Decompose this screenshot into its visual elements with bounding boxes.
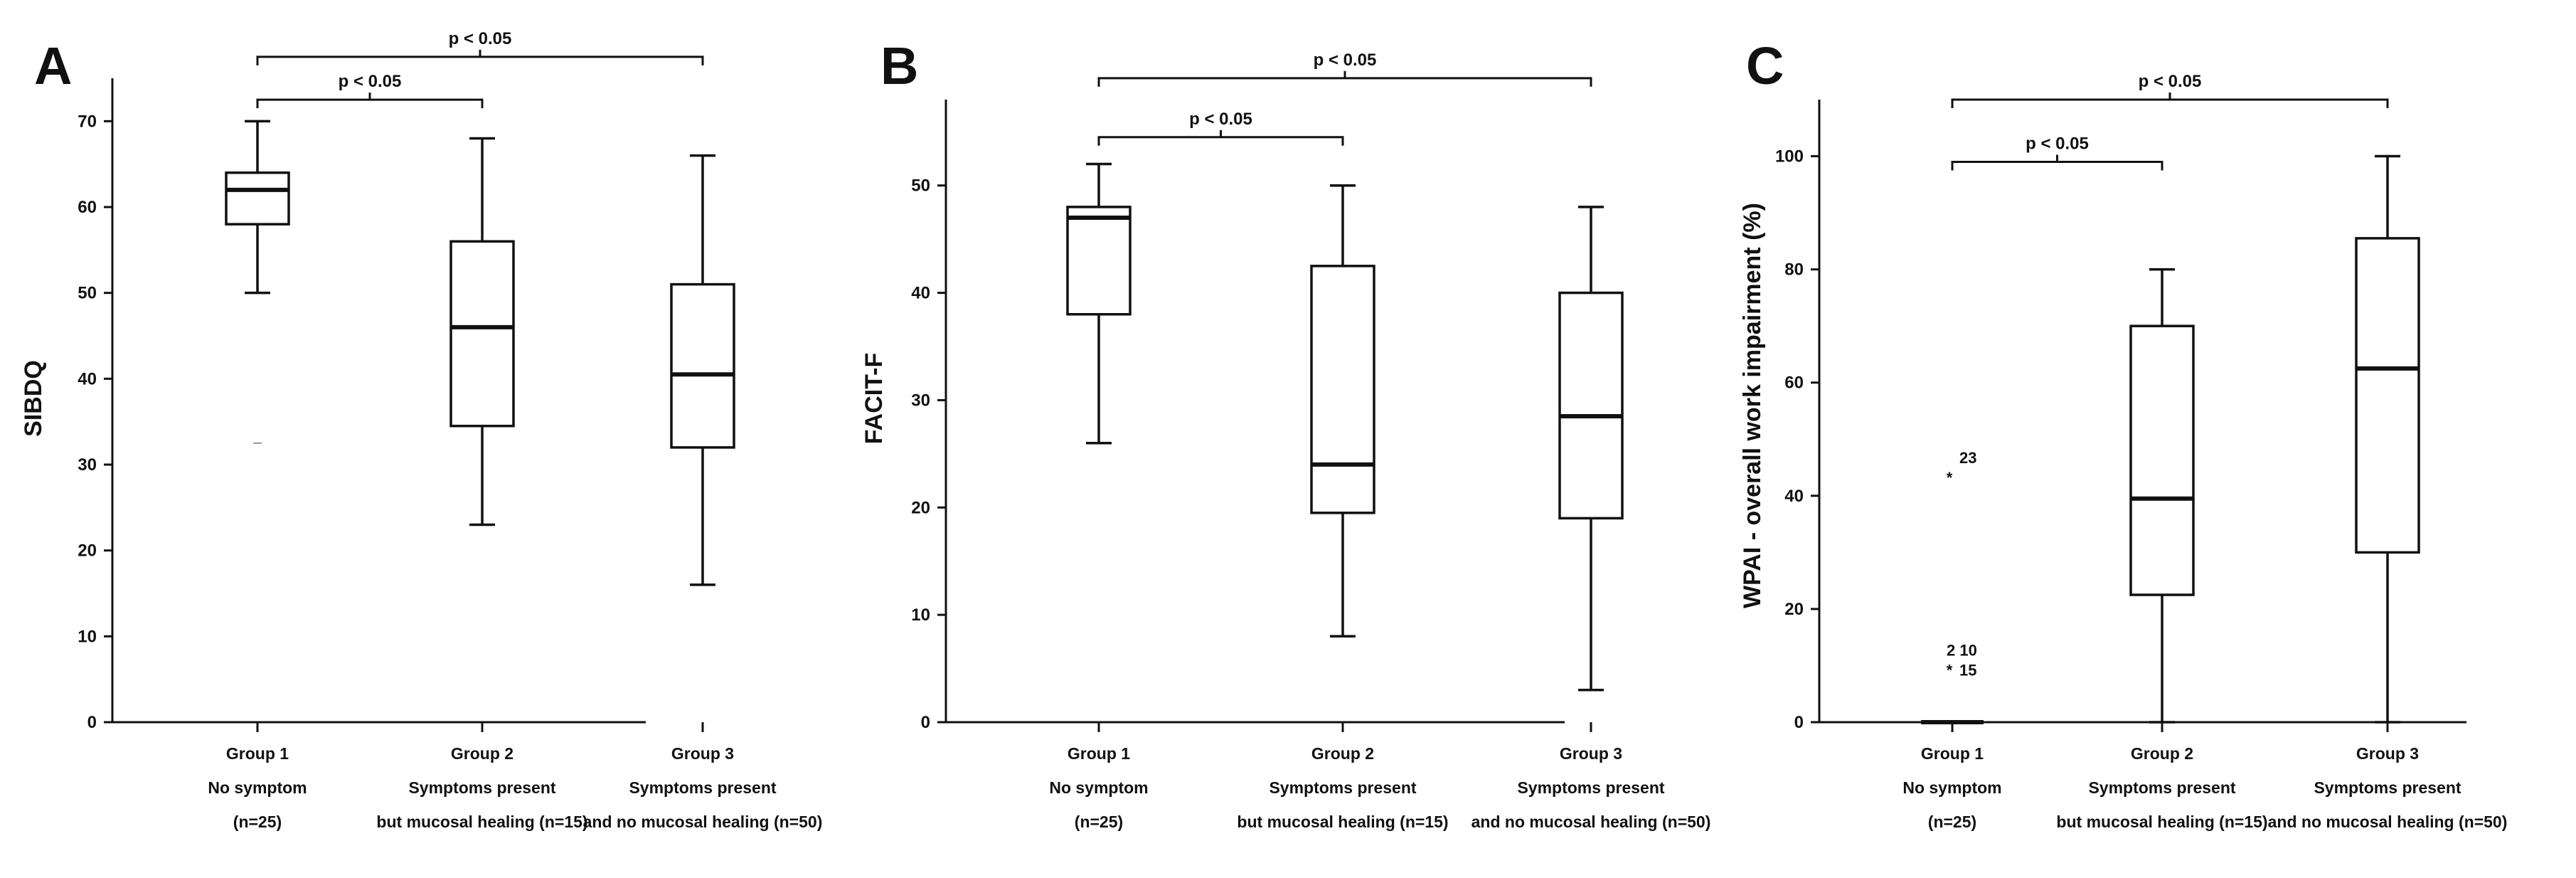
panel-letter: A [34,36,72,95]
box-group-3 [2355,154,2420,724]
outlier-label: 15 [1959,661,1976,679]
y-tick-label: 0 [1794,713,1804,732]
category-label-line: No symptom [208,778,307,797]
category-label-line: Symptoms present [1517,778,1664,797]
category-label-line: No symptom [1049,778,1148,797]
y-tick-label: 20 [911,498,930,517]
bracket-line [1097,77,1592,87]
category-label-line: (n=25) [1075,813,1123,831]
p-value-label: p < 0.05 [339,72,402,91]
p-value-label: p < 0.05 [1189,110,1252,129]
category-label-line: Group 1 [1068,744,1130,763]
y-tick-label: 0 [921,713,930,732]
category-label-line: (n=25) [233,813,282,831]
iqr-box [2355,237,2420,554]
box-group-2 [2129,268,2195,724]
category-label-line: (n=25) [1928,813,1976,831]
category-label-line: and no mucosal healing (n=50) [2268,813,2508,831]
category-label-line: Symptoms present [408,778,555,797]
box-group-3 [670,154,735,586]
y-tick-label: 20 [1784,600,1804,619]
y-tick-label: 60 [78,198,97,217]
category-label-line: Group 2 [1311,744,1374,763]
iqr-box [449,240,515,428]
p-value-label: p < 0.05 [449,29,512,48]
category-label-line: Group 2 [451,744,513,763]
bracket-line [1951,161,2163,171]
category-label-line: Group 3 [671,744,734,763]
category-label-line: and no mucosal healing (n=50) [1471,813,1711,831]
y-axis-label: FACIT-F [861,353,888,444]
box-group-1 [225,120,290,295]
y-tick-label: 40 [911,284,930,303]
category-label-line: Symptoms present [2088,778,2235,797]
y-tick-label: 10 [911,605,930,625]
iqr-box [1066,206,1132,316]
category-label-line: but mucosal healing (n=15) [1237,813,1448,831]
category-label-line: but mucosal healing (n=15) [2056,813,2267,831]
y-tick-label: 10 [78,627,97,646]
category-label-line: Symptoms present [629,778,776,797]
panel-letter: C [1746,36,1784,95]
iqr-box [1558,291,1624,520]
category-label-line: No symptom [1902,778,2001,797]
iqr-box [1310,265,1375,514]
y-tick-label: 70 [78,112,97,131]
iqr-box [670,282,735,449]
significance-bracket: p < 0.05 [1951,72,2389,108]
outlier-label: 2 10 [1947,641,1977,659]
panel-c: C 0 20 40 60 80 100 WPAI - overall work impairm… [1739,36,2507,831]
y-tick-label: 80 [1784,260,1804,280]
category-label-line: Group 1 [1921,744,1984,763]
p-value-label: p < 0.05 [1314,51,1377,70]
category-label-line: and no mucosal healing (n=50) [583,813,823,831]
bracket-line [1097,136,1344,146]
y-tick-label: 40 [78,369,97,388]
category-label-line: Group 3 [2356,744,2419,763]
significance-bracket: p < 0.05 [1097,51,1592,87]
iqr-box [225,171,290,226]
y-tick-label: 50 [78,284,97,303]
panel-b: B 0 10 20 30 40 50 FACIT-F Group 1 No symptom (n=2… [861,36,1710,831]
y-tick-label: 50 [911,176,930,196]
y-tick-label: 100 [1775,147,1804,166]
box-group-2 [449,137,515,527]
category-label-line: Symptoms present [2314,778,2461,797]
category-label-line: Group 1 [226,744,289,763]
y-tick-label: 30 [911,391,930,410]
panel-letter: B [880,36,918,95]
box-group-2 [1310,184,1375,638]
iqr-box [2129,324,2195,596]
significance-bracket: p < 0.05 [256,29,704,65]
p-value-label: p < 0.05 [2139,72,2202,91]
outlier-marker: * [1947,469,1953,487]
y-axis-label: WPAI - overall work impairment (%) [1739,203,1766,608]
y-axis-label: SIBDQ [20,360,47,437]
y-tick-label: 40 [1784,487,1804,506]
significance-bracket: p < 0.05 [256,72,484,109]
y-tick-label: 30 [78,455,97,475]
p-value-label: p < 0.05 [2026,134,2089,154]
y-tick-label: 20 [78,541,97,561]
outlier-marker: * [1947,661,1953,679]
bracket-line [256,55,704,65]
y-tick-label: 60 [1784,374,1804,393]
category-label-line: but mucosal healing (n=15) [376,813,587,831]
category-label-line: Group 3 [1560,744,1622,763]
significance-bracket: p < 0.05 [1097,110,1344,146]
significance-bracket: p < 0.05 [1951,134,2163,171]
box-group-1 [1066,162,1132,445]
panel-a: A 0 10 20 30 40 50 60 70 SIBDQ Group 1 No symptom (n… [20,29,822,831]
y-tick-label: 0 [87,713,97,732]
bracket-line [1951,98,2389,108]
outlier-label: 23 [1959,449,1976,467]
box-group-3 [1558,206,1624,692]
category-label-line: Group 2 [2131,744,2193,763]
category-label-line: Symptoms present [1269,778,1416,797]
bracket-line [256,98,484,109]
